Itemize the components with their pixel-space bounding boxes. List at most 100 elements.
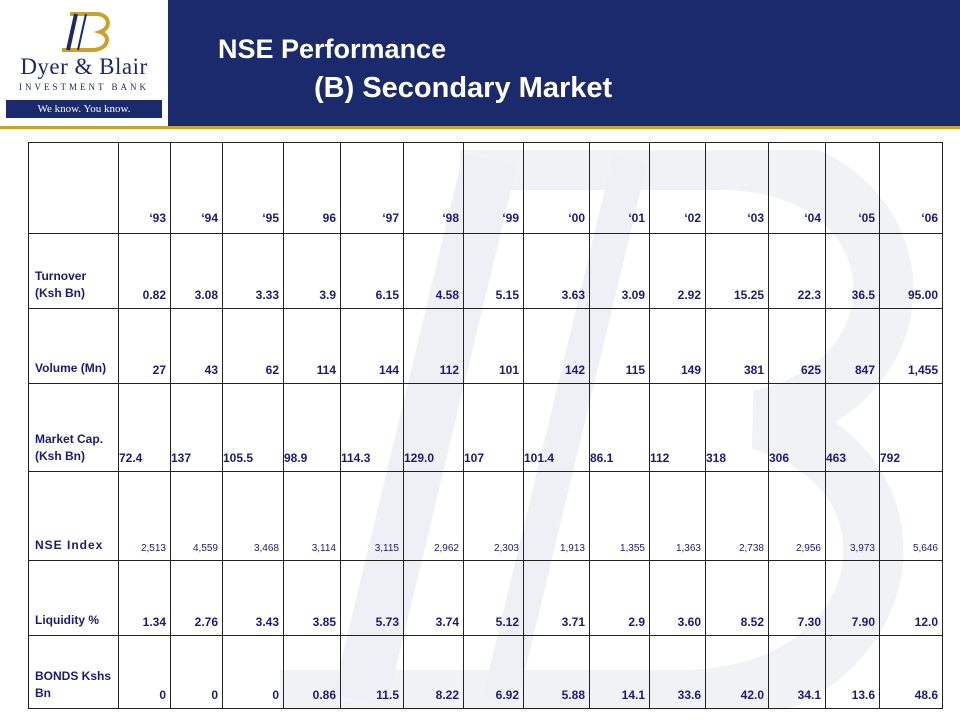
db-monogram-icon	[62, 12, 110, 52]
table-cell: 12.0	[879, 560, 943, 636]
table-cell: 5.88	[523, 635, 590, 709]
table-row-nse-index: NSE Index 2,513 4,559 3,468 3,114 3,115 2,962 2…	[28, 471, 943, 561]
table-cell: 463	[825, 383, 880, 472]
table-cell: 0.82	[118, 233, 171, 309]
table-cell: 98.9	[283, 383, 341, 472]
table-cell: 6.15	[340, 233, 404, 309]
table-cell: 625	[768, 308, 826, 384]
table-cell: 105.5	[222, 383, 284, 472]
slide-subtitle: (B) Secondary Market	[314, 72, 613, 104]
table-cell: 5.73	[340, 560, 404, 636]
table-cell: 306	[768, 383, 826, 472]
table-cell: 5,646	[879, 471, 943, 561]
table-cell: 43	[170, 308, 223, 384]
table-cell: 0.86	[283, 635, 341, 709]
table-cell: 3.09	[589, 233, 650, 309]
table-cell: 1,363	[649, 471, 706, 561]
table-cell: 0	[170, 635, 223, 709]
table-row-liquidity: Liquidity % 1.34 2.76 3.43 3.85 5.73 3.74 5.12 3…	[28, 560, 943, 636]
table-cell: 86.1	[589, 383, 650, 472]
table-cell: 3,468	[222, 471, 284, 561]
table-cell: 3.74	[403, 560, 464, 636]
year-header-cell: ‘95	[222, 142, 284, 234]
table-cell: 3,115	[340, 471, 404, 561]
year-header-cell: ‘00	[523, 142, 590, 234]
table-cell: 1.34	[118, 560, 171, 636]
secondary-market-table: ‘93 ‘94 ‘95 96 ‘97 ‘98 ‘99 ‘00 ‘01 ‘02 ‘03 ‘04 ‘05 ‘0…	[28, 142, 943, 709]
table-cell: 62	[222, 308, 284, 384]
table-cell: 2,956	[768, 471, 826, 561]
table-cell: 2.92	[649, 233, 706, 309]
table-cell: 0	[118, 635, 171, 709]
table-cell: 115	[589, 308, 650, 384]
table-cell: 112	[403, 308, 464, 384]
table-cell: 33.6	[649, 635, 706, 709]
table-cell: 15.25	[705, 233, 769, 309]
corner-cell	[28, 142, 119, 234]
table-row-market-cap: Market Cap. (Ksh Bn) 72.4 137 105.5 98.9 114.…	[28, 383, 943, 472]
table-row-turnover: Turnover (Ksh Bn) 0.82 3.08 3.33 3.9 6.15 4.58…	[28, 233, 943, 309]
table-row-volume: Volume (Mn) 27 43 62 114 144 112 101 142 115 149 38…	[28, 308, 943, 384]
table-cell: 4.58	[403, 233, 464, 309]
table-cell: 2,738	[705, 471, 769, 561]
year-header-cell: ‘03	[705, 142, 769, 234]
table-cell: 2,513	[118, 471, 171, 561]
table-cell: 3,114	[283, 471, 341, 561]
table-cell: 0	[222, 635, 284, 709]
logo-tagline: We know. You know.	[6, 100, 162, 118]
table-cell: 3.9	[283, 233, 341, 309]
table-cell: 112	[649, 383, 706, 472]
table-cell: 2.9	[589, 560, 650, 636]
row-label: Volume (Mn)	[28, 308, 119, 384]
table-row-bonds: BONDS Kshs Bn 0 0 0 0.86 11.5 8.22 6.92 5.88 14.1…	[28, 635, 943, 709]
year-header-cell: ‘01	[589, 142, 650, 234]
table-cell: 27	[118, 308, 171, 384]
table-cell: 137	[170, 383, 223, 472]
table-cell: 36.5	[825, 233, 880, 309]
year-header-cell: ‘05	[825, 142, 880, 234]
year-header-cell: ‘04	[768, 142, 826, 234]
table-cell: 72.4	[118, 383, 171, 472]
year-header-cell: ‘98	[403, 142, 464, 234]
table-cell: 95.00	[879, 233, 943, 309]
table-cell: 8.52	[705, 560, 769, 636]
table-cell: 114	[283, 308, 341, 384]
table-cell: 3.08	[170, 233, 223, 309]
table-cell: 14.1	[589, 635, 650, 709]
table-cell: 1,455	[879, 308, 943, 384]
table-cell: 11.5	[340, 635, 404, 709]
table-cell: 149	[649, 308, 706, 384]
table-cell: 3.43	[222, 560, 284, 636]
year-header-cell: ‘02	[649, 142, 706, 234]
table-cell: 129.0	[403, 383, 464, 472]
table-cell: 13.6	[825, 635, 880, 709]
table-cell: 8.22	[403, 635, 464, 709]
table-cell: 22.3	[768, 233, 826, 309]
row-label: BONDS Kshs Bn	[28, 635, 119, 709]
table-cell: 101.4	[523, 383, 590, 472]
table-cell: 6.92	[463, 635, 524, 709]
table-cell: 142	[523, 308, 590, 384]
table-cell: 3.33	[222, 233, 284, 309]
table-cell: 2,962	[403, 471, 464, 561]
row-label: Liquidity %	[28, 560, 119, 636]
table-cell: 3.71	[523, 560, 590, 636]
row-label: Turnover (Ksh Bn)	[28, 233, 119, 309]
table-cell: 847	[825, 308, 880, 384]
year-header-cell: 96	[283, 142, 341, 234]
company-logo: Dyer & Blair INVESTMENT BANK We know. Yo…	[0, 0, 168, 126]
year-header-row: ‘93 ‘94 ‘95 96 ‘97 ‘98 ‘99 ‘00 ‘01 ‘02 ‘03 ‘04 ‘05 ‘0…	[28, 142, 943, 234]
table-cell: 2,303	[463, 471, 524, 561]
header-divider	[0, 126, 960, 129]
table-cell: 107	[463, 383, 524, 472]
table-cell: 48.6	[879, 635, 943, 709]
table-cell: 144	[340, 308, 404, 384]
table-cell: 7.30	[768, 560, 826, 636]
table-cell: 34.1	[768, 635, 826, 709]
year-header-cell: ‘94	[170, 142, 223, 234]
table-cell: 1,355	[589, 471, 650, 561]
table-cell: 318	[705, 383, 769, 472]
year-header-cell: ‘99	[463, 142, 524, 234]
table-cell: 3.60	[649, 560, 706, 636]
slide-title: NSE Performance	[218, 34, 447, 64]
